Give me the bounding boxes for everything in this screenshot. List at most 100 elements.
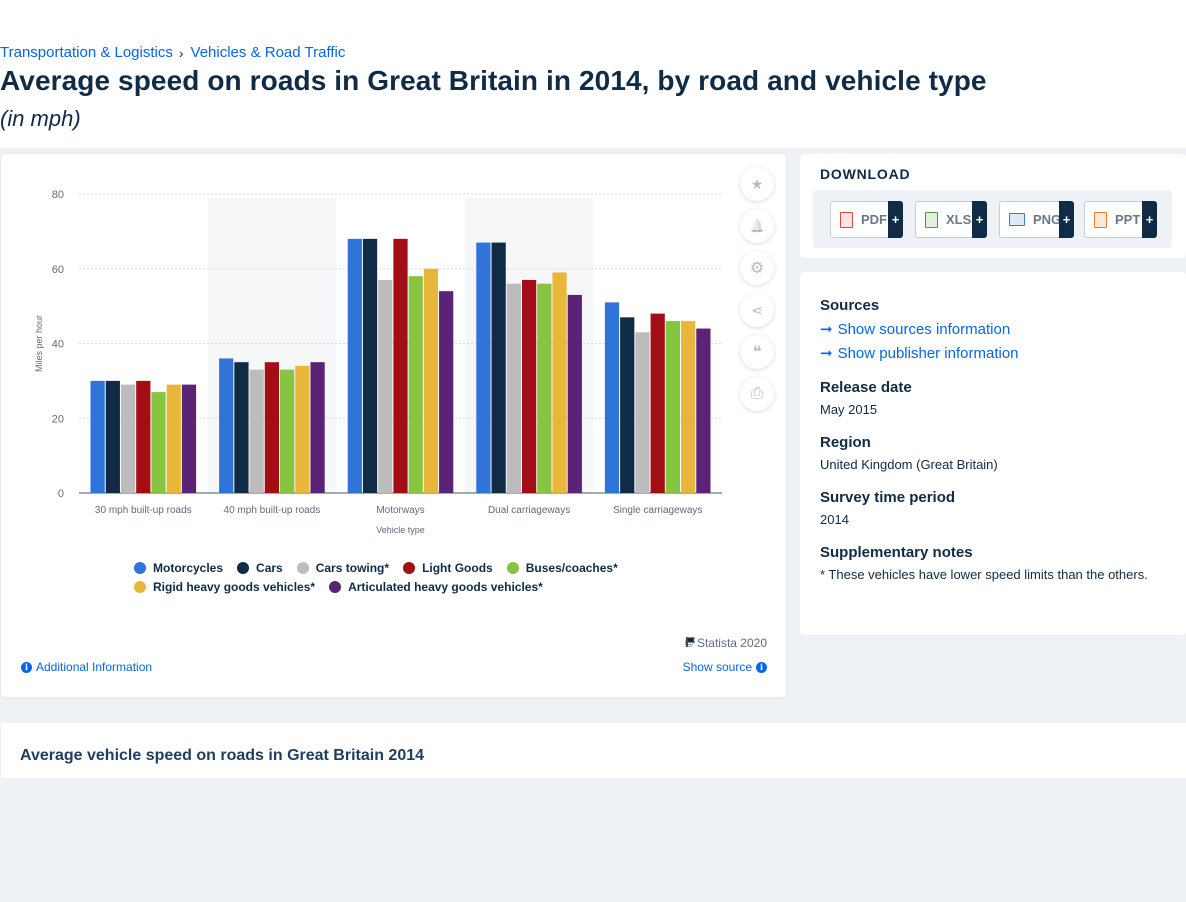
y-tick-label: 60 [52, 264, 64, 276]
legend-dot [134, 562, 146, 574]
bar [476, 242, 491, 493]
x-tick-label: 30 mph built-up roads [95, 505, 192, 516]
show-publisher-link[interactable]: ➞ Show publisher information [820, 344, 1019, 363]
y-tick-label: 80 [52, 189, 64, 201]
bar [604, 302, 620, 493]
legend-cars[interactable]: Cars [237, 561, 283, 575]
legend-rigid-hgv[interactable]: Rigid heavy goods vehicles* [134, 580, 315, 594]
bar [491, 242, 506, 493]
gear-icon: ⚙ [749, 260, 765, 277]
download-pdf-button[interactable]: PDF + [830, 201, 903, 238]
download-png-button[interactable]: PNG + [999, 201, 1074, 238]
bar [166, 384, 181, 493]
legend-dot [506, 562, 519, 574]
bar [567, 294, 582, 493]
xls-file-icon [925, 211, 938, 228]
page-subtitle: (in mph) [0, 106, 81, 131]
bar [521, 279, 537, 493]
bar [620, 317, 635, 493]
download-pdf-label: PDF [861, 212, 887, 227]
bar-chart: 0 20 40 60 80 Miles per hour 30 mph built-up r… [34, 189, 722, 535]
show-sources-link[interactable]: ➞ Show sources information [820, 320, 1011, 339]
download-ppt-label: PPT [1115, 212, 1141, 227]
release-date-value: May 2015 [820, 402, 878, 417]
bar [295, 365, 310, 493]
bar [151, 392, 166, 493]
flag-icon[interactable] [685, 636, 697, 648]
legend-light-goods[interactable]: Light Goods [403, 561, 493, 575]
y-tick-label: 40 [52, 339, 64, 351]
bar [347, 238, 362, 493]
legend-label: Buses/coaches* [525, 561, 618, 575]
legend-label: Rigid heavy goods vehicles* [153, 580, 316, 594]
legend-buses-coaches[interactable]: Buses/coaches* [506, 561, 618, 575]
bar [249, 369, 264, 493]
breadcrumb-vehicles-road-traffic[interactable]: Vehicles & Road Traffic [190, 44, 346, 61]
x-tick-label: Motorways [376, 505, 424, 516]
bar [423, 268, 439, 493]
download-xls-button[interactable]: XLS + [915, 201, 987, 238]
plus-icon: + [888, 201, 903, 238]
info-icon: i [756, 661, 767, 673]
plus-icon: + [972, 201, 987, 238]
bar [439, 291, 454, 493]
show-publisher-label: Show publisher information [837, 344, 1019, 362]
legend-dot [329, 581, 342, 593]
legend-label: Motorcycles [153, 561, 224, 575]
favorite-button[interactable]: ★ [740, 167, 774, 201]
bar [264, 362, 280, 493]
bar [234, 362, 249, 493]
legend-dot [296, 562, 309, 574]
legend-dot [134, 581, 146, 593]
download-ppt-button[interactable]: PPT + [1084, 201, 1157, 238]
bar [665, 321, 681, 493]
bar [696, 328, 711, 493]
legend-cars-towing[interactable]: Cars towing* [296, 561, 389, 575]
share-icon: ⋖ [751, 301, 763, 318]
bar [120, 384, 136, 493]
download-buttons: PDF + XLS + PNG + PPT + [813, 190, 1172, 248]
arrow-right-icon: ➞ [820, 321, 833, 338]
legend-motorcycles[interactable]: Motorcycles [134, 561, 223, 575]
bar [310, 362, 325, 493]
breadcrumb: Transportation & Logistics › Vehicles & … [0, 44, 345, 61]
legend-label: Cars [256, 561, 283, 575]
info-card: Sources ➞ Show sources information ➞ Sho… [800, 272, 1186, 635]
survey-period-value: 2014 [820, 512, 849, 527]
bar [393, 238, 408, 493]
bar [681, 321, 696, 493]
download-heading: DOWNLOAD [820, 166, 911, 182]
cite-button[interactable]: ❝ [740, 335, 774, 369]
region-heading: Region [820, 434, 871, 451]
bar [552, 272, 567, 493]
y-tick-label: 0 [58, 488, 64, 500]
y-axis-label: Miles per hour [34, 315, 44, 372]
show-sources-label: Show sources information [837, 320, 1011, 338]
download-png-label: PNG [1033, 212, 1062, 227]
legend-label: Articulated heavy goods vehicles* [348, 580, 543, 594]
legend-articulated-hgv[interactable]: Articulated heavy goods vehicles* [329, 580, 543, 594]
supplementary-notes-value: * These vehicles have lower speed limits… [820, 567, 1148, 582]
additional-information-link[interactable]: i Additional Information [21, 660, 152, 674]
ppt-file-icon [1094, 211, 1107, 228]
legend-row-1: Motorcycles Cars Cars towing* Light Good… [134, 561, 618, 575]
bar [408, 276, 423, 493]
print-button[interactable]: ⎙ [740, 377, 774, 411]
share-button[interactable]: ⋖ [740, 293, 774, 327]
print-icon: ⎙ [750, 385, 764, 402]
star-icon: ★ [750, 175, 764, 192]
header-band [0, 0, 1186, 148]
legend-row-2: Rigid heavy goods vehicles* Articulated … [134, 580, 543, 594]
info-icon: i [21, 661, 32, 673]
bar [136, 380, 151, 493]
breadcrumb-transportation-logistics[interactable]: Transportation & Logistics [0, 44, 173, 61]
bar [506, 283, 521, 493]
related-statistic-title[interactable]: Average vehicle speed on roads in Great … [20, 747, 425, 764]
alert-button[interactable]: 🔔 [740, 209, 774, 243]
settings-button[interactable]: ⚙ [740, 251, 774, 285]
png-file-icon [1009, 213, 1025, 226]
arrow-right-icon: ➞ [820, 345, 833, 362]
page-title: Average speed on roads in Great Britain … [0, 65, 987, 96]
plus-icon: + [1142, 201, 1157, 238]
show-source-link[interactable]: Show source i [683, 660, 767, 674]
